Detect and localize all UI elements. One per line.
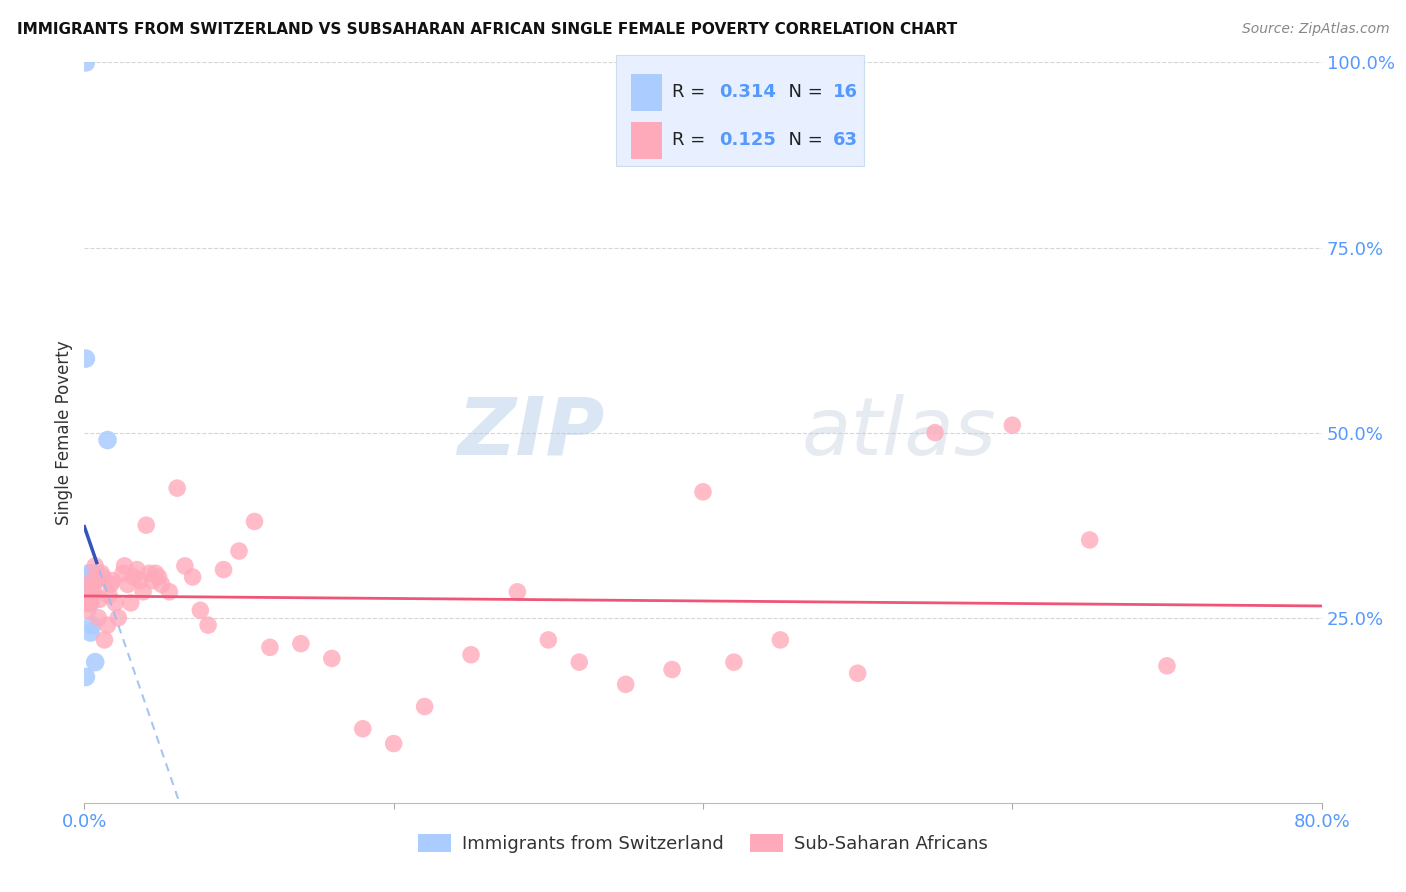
Point [83, 584, 105, 599]
Point [90, 566, 112, 581]
Point [77, 581, 100, 595]
Text: N =: N = [778, 131, 828, 149]
Point [1078, 533, 1101, 547]
Point [83, 574, 105, 588]
Point [1001, 418, 1024, 433]
Point [93, 632, 115, 647]
Point [188, 603, 211, 617]
Point [75, 596, 97, 610]
Point [100, 577, 122, 591]
Point [1156, 658, 1178, 673]
Point [89, 592, 111, 607]
Point [166, 481, 188, 495]
Point [138, 566, 160, 581]
Point [723, 655, 745, 669]
Point [107, 610, 129, 624]
Point [75, 670, 97, 684]
Point [243, 515, 266, 529]
Point [924, 425, 946, 440]
Point [181, 570, 204, 584]
Point [769, 632, 792, 647]
Point [75, 351, 97, 366]
Point [212, 563, 235, 577]
Bar [631, 121, 662, 159]
Point [101, 574, 124, 588]
Point [692, 484, 714, 499]
Point [79, 596, 101, 610]
Point [96, 433, 118, 447]
Point [537, 632, 560, 647]
Point [141, 574, 163, 588]
Text: 0.125: 0.125 [718, 131, 776, 149]
Text: ZIP: ZIP [457, 393, 605, 472]
Point [87, 610, 110, 624]
Point [98, 589, 121, 603]
Point [120, 596, 142, 610]
Point [129, 574, 152, 588]
Point [112, 566, 135, 581]
Point [76, 574, 98, 588]
Text: atlas: atlas [801, 393, 997, 472]
Text: 16: 16 [832, 83, 858, 101]
Point [135, 518, 157, 533]
Text: R =: R = [672, 83, 711, 101]
Point [82, 566, 104, 581]
Point [82, 618, 104, 632]
Point [75, 55, 97, 70]
Bar [631, 73, 662, 111]
Point [76, 603, 98, 617]
Point [96, 618, 118, 632]
Point [79, 625, 101, 640]
Point [159, 584, 180, 599]
Point [228, 544, 250, 558]
Point [174, 558, 197, 573]
Point [77, 566, 100, 581]
Point [82, 589, 104, 603]
Point [352, 722, 374, 736]
Point [125, 563, 148, 577]
Point [84, 558, 107, 573]
Point [76, 596, 98, 610]
Point [148, 570, 170, 584]
Point [145, 566, 167, 581]
Point [104, 596, 127, 610]
Point [413, 699, 436, 714]
Point [79, 570, 101, 584]
Point [259, 640, 281, 655]
Point [568, 655, 591, 669]
Point [132, 584, 155, 599]
Point [114, 558, 136, 573]
Text: IMMIGRANTS FROM SWITZERLAND VS SUBSAHARAN AFRICAN SINGLE FEMALE POVERTY CORRELAT: IMMIGRANTS FROM SWITZERLAND VS SUBSAHARA… [17, 22, 957, 37]
Point [460, 648, 482, 662]
Point [79, 596, 101, 610]
Point [506, 584, 529, 599]
Text: Source: ZipAtlas.com: Source: ZipAtlas.com [1241, 22, 1389, 37]
Point [614, 677, 637, 691]
Point [82, 589, 104, 603]
Text: R =: R = [672, 131, 711, 149]
Point [290, 637, 312, 651]
Point [77, 581, 100, 595]
Point [117, 577, 139, 591]
Point [661, 663, 683, 677]
Point [84, 655, 107, 669]
Y-axis label: Single Female Poverty: Single Female Poverty [55, 341, 73, 524]
Point [197, 618, 219, 632]
Point [122, 570, 145, 584]
Point [82, 574, 104, 588]
Point [846, 666, 869, 681]
Point [382, 737, 405, 751]
FancyBboxPatch shape [616, 55, 863, 166]
Point [150, 577, 173, 591]
Point [321, 651, 343, 665]
Text: N =: N = [778, 83, 828, 101]
Text: 0.314: 0.314 [718, 83, 776, 101]
Legend: Immigrants from Switzerland, Sub-Saharan Africans: Immigrants from Switzerland, Sub-Saharan… [411, 827, 995, 861]
Text: 63: 63 [832, 131, 858, 149]
Point [91, 570, 114, 584]
Point [86, 574, 108, 588]
